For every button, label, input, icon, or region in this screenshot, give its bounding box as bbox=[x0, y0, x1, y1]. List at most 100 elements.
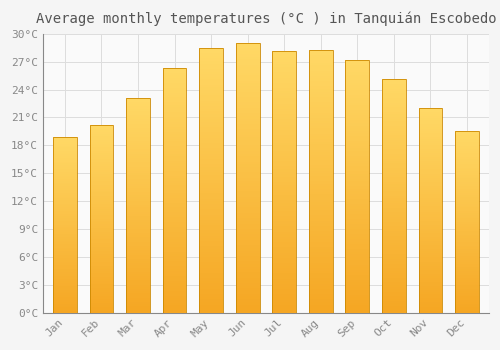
Bar bbox=[272, 198, 296, 200]
Bar bbox=[236, 124, 260, 127]
Bar bbox=[53, 147, 77, 149]
Bar bbox=[236, 194, 260, 197]
Bar bbox=[53, 257, 77, 258]
Bar bbox=[309, 294, 332, 297]
Bar bbox=[199, 273, 223, 275]
Bar bbox=[346, 287, 369, 290]
Bar bbox=[309, 92, 332, 94]
Bar bbox=[126, 310, 150, 313]
Bar bbox=[455, 224, 479, 226]
Bar bbox=[162, 110, 186, 112]
Bar bbox=[90, 153, 114, 155]
Bar bbox=[162, 141, 186, 144]
Bar bbox=[455, 166, 479, 168]
Bar bbox=[199, 164, 223, 167]
Bar bbox=[455, 184, 479, 186]
Bar bbox=[53, 281, 77, 283]
Bar bbox=[236, 302, 260, 304]
Bar bbox=[382, 231, 406, 233]
Bar bbox=[126, 267, 150, 270]
Bar bbox=[126, 216, 150, 218]
Bar bbox=[162, 102, 186, 105]
Bar bbox=[236, 304, 260, 307]
Bar bbox=[90, 200, 114, 202]
Bar bbox=[162, 186, 186, 188]
Bar bbox=[53, 288, 77, 290]
Bar bbox=[90, 307, 114, 309]
Bar bbox=[346, 282, 369, 285]
Bar bbox=[126, 214, 150, 216]
Bar bbox=[199, 236, 223, 238]
Bar bbox=[199, 188, 223, 191]
Bar bbox=[236, 291, 260, 294]
Bar bbox=[272, 70, 296, 72]
Bar bbox=[418, 274, 442, 276]
Bar bbox=[126, 98, 150, 100]
Bar bbox=[455, 198, 479, 200]
Bar bbox=[126, 152, 150, 154]
Bar bbox=[272, 232, 296, 234]
Bar bbox=[236, 92, 260, 94]
Bar bbox=[346, 153, 369, 156]
Bar bbox=[53, 142, 77, 144]
Bar bbox=[90, 262, 114, 264]
Bar bbox=[309, 297, 332, 300]
Bar bbox=[53, 207, 77, 209]
Bar bbox=[90, 131, 114, 132]
Bar bbox=[199, 228, 223, 231]
Bar bbox=[199, 249, 223, 252]
Bar bbox=[162, 119, 186, 122]
Bar bbox=[309, 218, 332, 220]
Bar bbox=[272, 148, 296, 150]
Bar bbox=[418, 256, 442, 257]
Bar bbox=[346, 128, 369, 131]
Bar bbox=[162, 230, 186, 232]
Bar bbox=[162, 290, 186, 293]
Bar bbox=[53, 212, 77, 214]
Bar bbox=[418, 190, 442, 192]
Bar bbox=[346, 199, 369, 201]
Bar bbox=[272, 67, 296, 70]
Bar bbox=[53, 181, 77, 183]
Bar bbox=[346, 252, 369, 254]
Bar bbox=[455, 257, 479, 258]
Bar bbox=[418, 298, 442, 300]
Bar bbox=[382, 212, 406, 215]
Bar bbox=[90, 281, 114, 282]
Bar bbox=[162, 156, 186, 159]
Bar bbox=[90, 136, 114, 138]
Bar bbox=[309, 186, 332, 189]
Bar bbox=[162, 254, 186, 257]
Bar bbox=[455, 249, 479, 251]
Bar bbox=[90, 213, 114, 215]
Bar bbox=[199, 64, 223, 66]
Bar bbox=[382, 299, 406, 301]
Bar bbox=[236, 48, 260, 51]
Bar bbox=[346, 211, 369, 214]
Bar bbox=[162, 295, 186, 298]
Bar bbox=[236, 280, 260, 283]
Bar bbox=[346, 166, 369, 168]
Bar bbox=[346, 280, 369, 282]
Bar bbox=[126, 250, 150, 252]
Bar bbox=[455, 253, 479, 254]
Bar bbox=[53, 139, 77, 140]
Bar bbox=[272, 135, 296, 138]
Bar bbox=[90, 149, 114, 151]
Bar bbox=[455, 231, 479, 233]
Bar bbox=[346, 222, 369, 224]
Bar bbox=[236, 275, 260, 278]
Bar bbox=[272, 294, 296, 297]
Bar bbox=[162, 181, 186, 183]
Bar bbox=[418, 108, 442, 110]
Bar bbox=[162, 151, 186, 154]
Bar bbox=[382, 110, 406, 112]
Bar bbox=[162, 166, 186, 168]
Bar bbox=[199, 108, 223, 111]
Bar bbox=[272, 307, 296, 310]
Bar bbox=[418, 176, 442, 178]
Bar bbox=[455, 276, 479, 278]
Bar bbox=[53, 200, 77, 202]
Bar bbox=[90, 202, 114, 204]
Bar bbox=[455, 144, 479, 146]
